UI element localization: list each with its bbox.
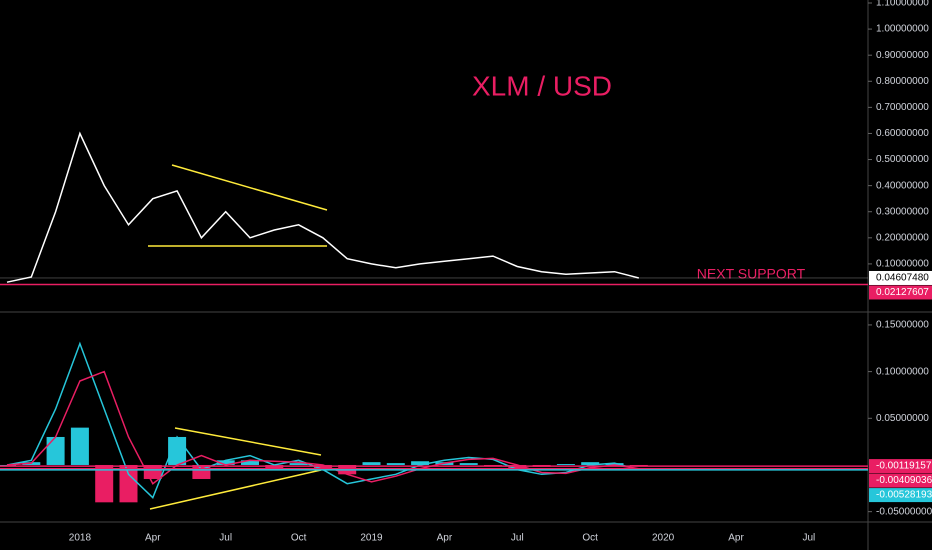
x-tick-label: Apr	[728, 533, 744, 544]
y-tick-label: 0.70000000	[876, 102, 929, 113]
histogram-bar	[386, 463, 405, 465]
price-label-box	[869, 488, 932, 503]
price-label-box	[869, 473, 932, 488]
histogram-bar	[313, 464, 332, 470]
trend-line	[149, 469, 322, 510]
histogram-bar	[556, 464, 575, 465]
chart-title: XLM / USD	[472, 70, 612, 101]
y-tick-label: -0.05000000	[876, 506, 932, 517]
y-tick-label: 0.40000000	[876, 180, 929, 191]
price-label: -0.00528193	[876, 490, 932, 501]
y-tick-label: 0.30000000	[876, 206, 929, 217]
histogram-bar	[605, 463, 624, 465]
histogram-bar	[508, 464, 527, 470]
price-label-box	[869, 285, 932, 300]
histogram-bar	[581, 462, 600, 465]
y-tick-label: 0.50000000	[876, 154, 929, 165]
histogram-bar	[70, 427, 89, 465]
x-tick-label: Oct	[291, 533, 307, 544]
x-tick-label: 2020	[652, 533, 675, 544]
price-label: 0.04607480	[876, 273, 929, 284]
histogram-bar	[362, 462, 381, 465]
x-tick-label: Jul	[511, 533, 524, 544]
histogram-bar	[95, 464, 114, 503]
histogram-bar	[411, 461, 430, 465]
x-tick-label: Jul	[803, 533, 816, 544]
price-label: 0.02127607	[876, 287, 929, 298]
x-tick-label: Apr	[145, 533, 161, 544]
series-line	[6, 131, 639, 283]
y-tick-label: 0.60000000	[876, 128, 929, 139]
histogram-bar	[265, 464, 284, 469]
y-tick-label: 0.15000000	[876, 320, 929, 331]
price-label-box	[869, 459, 932, 474]
histogram-bar	[216, 460, 235, 465]
y-tick-label: 0.10000000	[876, 366, 929, 377]
x-tick-label: Jul	[219, 533, 232, 544]
trend-line	[171, 164, 328, 211]
histogram-bar	[459, 463, 478, 465]
y-tick-label: 0.10000000	[876, 259, 929, 270]
price-label: -0.00409036	[876, 475, 932, 486]
trend-line	[174, 427, 322, 456]
y-tick-label: 0.05000000	[876, 413, 929, 424]
y-tick-label: 0.20000000	[876, 232, 929, 243]
x-tick-label: Apr	[437, 533, 453, 544]
trend-lines	[148, 164, 328, 510]
x-tick-label: 2018	[69, 533, 92, 544]
x-tick-label: Oct	[582, 533, 598, 544]
histogram-bar	[119, 464, 138, 503]
y-tick-label: 1.10000000	[876, 0, 929, 9]
y-tick-label: 0.90000000	[876, 50, 929, 61]
price-label: -0.00119157	[876, 461, 932, 472]
histogram-bar	[289, 463, 308, 465]
histogram-bar	[241, 460, 259, 465]
x-tick-label: 2019	[360, 533, 383, 544]
histogram-bar	[46, 436, 65, 465]
price-label-box	[869, 270, 932, 285]
y-tick-label: 0.80000000	[876, 76, 929, 87]
annotation: NEXT SUPPORT	[697, 266, 806, 282]
y-tick-label: 1.00000000	[876, 24, 929, 35]
